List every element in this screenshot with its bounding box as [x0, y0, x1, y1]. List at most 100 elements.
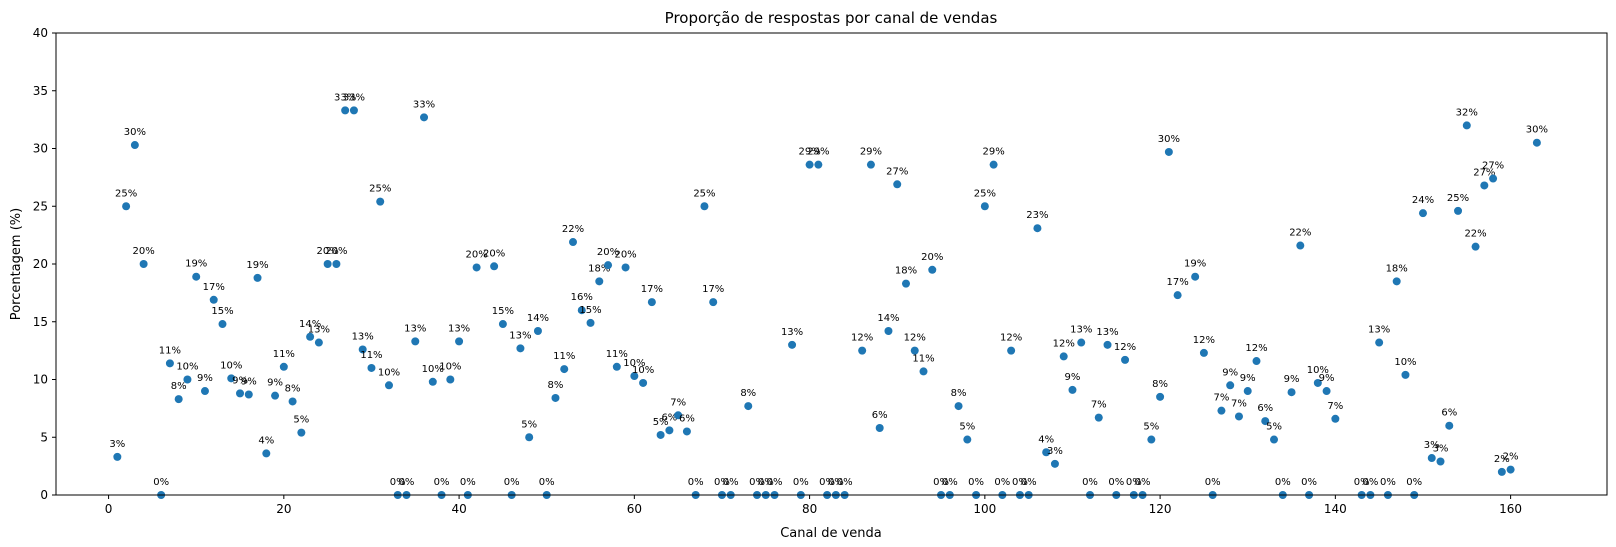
data-point	[551, 393, 560, 402]
data-label: 17%	[702, 284, 724, 295]
data-label: 32%	[1456, 107, 1478, 118]
data-label: 30%	[1158, 134, 1180, 145]
data-label: 23%	[1026, 210, 1048, 221]
data-label: 5%	[1266, 422, 1282, 433]
data-label: 29%	[860, 147, 882, 158]
data-label: 12%	[1053, 338, 1075, 349]
data-point	[525, 433, 534, 442]
data-point	[682, 427, 691, 436]
data-label: 13%	[308, 325, 330, 336]
data-point	[674, 411, 683, 420]
data-point	[183, 375, 192, 384]
data-point	[420, 113, 429, 122]
data-point	[805, 160, 814, 169]
data-point	[516, 344, 525, 353]
data-point	[1147, 435, 1156, 444]
data-point	[244, 390, 253, 399]
data-label: 5%	[521, 419, 537, 430]
data-point	[165, 359, 174, 368]
data-label: 13%	[1070, 325, 1092, 336]
data-point	[875, 424, 884, 433]
data-label: 0%	[1406, 477, 1422, 488]
y-axis-label: Porcentagem (%)	[9, 208, 24, 320]
data-point	[113, 452, 122, 461]
data-label: 17%	[641, 284, 663, 295]
y-tick-label: 10	[33, 373, 48, 387]
y-tick-label: 5	[40, 430, 48, 444]
data-label: 0%	[933, 477, 949, 488]
data-point	[1313, 378, 1322, 387]
data-label: 10%	[439, 362, 461, 373]
data-label: 9%	[1240, 373, 1256, 384]
x-axis-label: Canal de venda	[780, 526, 882, 541]
data-point	[1121, 355, 1130, 364]
data-label: 9%	[232, 375, 248, 386]
data-label: 2%	[1503, 452, 1519, 463]
data-label: 5%	[653, 417, 669, 428]
data-label: 8%	[285, 383, 301, 394]
data-point	[323, 260, 332, 268]
data-label: 10%	[220, 360, 242, 371]
data-label: 9%	[241, 377, 257, 388]
data-label: 0%	[819, 477, 835, 488]
data-label: 25%	[1447, 193, 1469, 204]
data-label: 13%	[352, 331, 374, 342]
data-label: 10%	[1394, 357, 1416, 368]
data-point	[490, 262, 499, 271]
data-label: 33%	[334, 92, 356, 103]
x-tick-label: 140	[1324, 502, 1347, 516]
data-point	[341, 106, 350, 115]
data-point	[1462, 121, 1471, 130]
data-label: 16%	[571, 292, 593, 303]
data-point	[1375, 338, 1384, 347]
data-label: 0%	[767, 477, 783, 488]
data-label: 14%	[299, 319, 321, 330]
data-point	[1191, 272, 1200, 281]
y-tick-label: 25	[33, 199, 48, 213]
data-label: 12%	[1245, 343, 1267, 354]
data-label: 13%	[404, 323, 426, 334]
data-label: 11%	[273, 349, 295, 360]
data-label: 11%	[553, 351, 575, 362]
data-label: 33%	[343, 92, 365, 103]
data-label: 20%	[317, 246, 339, 257]
data-label: 20%	[614, 249, 636, 260]
data-label: 0%	[1126, 477, 1142, 488]
data-point	[332, 260, 341, 268]
data-point	[612, 362, 621, 371]
data-label: 10%	[378, 367, 400, 378]
data-label: 30%	[124, 127, 146, 138]
chart-title: Proporção de respostas por canal de vend…	[665, 9, 998, 27]
data-label: 8%	[548, 380, 564, 391]
data-point	[349, 106, 358, 115]
data-point	[1471, 242, 1480, 251]
data-point	[989, 160, 998, 169]
data-point	[358, 345, 367, 354]
data-label: 22%	[562, 224, 584, 235]
data-point	[1454, 206, 1463, 215]
data-point	[1094, 413, 1103, 422]
data-point	[639, 378, 648, 387]
x-tick-label: 120	[1149, 502, 1172, 516]
data-label: 3%	[1424, 440, 1440, 451]
data-point	[928, 265, 937, 274]
data-point	[279, 362, 288, 371]
data-label: 15%	[492, 306, 514, 317]
data-label: 0%	[1205, 477, 1221, 488]
data-point	[1199, 348, 1208, 357]
data-point	[1252, 357, 1261, 366]
y-tick-label: 35	[33, 84, 48, 98]
data-label: 0%	[1012, 477, 1028, 488]
data-label: 20%	[597, 247, 619, 258]
data-label: 20%	[465, 249, 487, 260]
data-point	[788, 340, 797, 349]
data-label: 0%	[504, 477, 520, 488]
x-tick-label: 100	[973, 502, 996, 516]
data-label: 20%	[921, 252, 943, 263]
data-label: 12%	[1000, 333, 1022, 344]
data-label: 10%	[1307, 365, 1329, 376]
data-point	[1217, 406, 1226, 415]
data-point	[901, 279, 910, 288]
data-point	[1059, 352, 1068, 361]
